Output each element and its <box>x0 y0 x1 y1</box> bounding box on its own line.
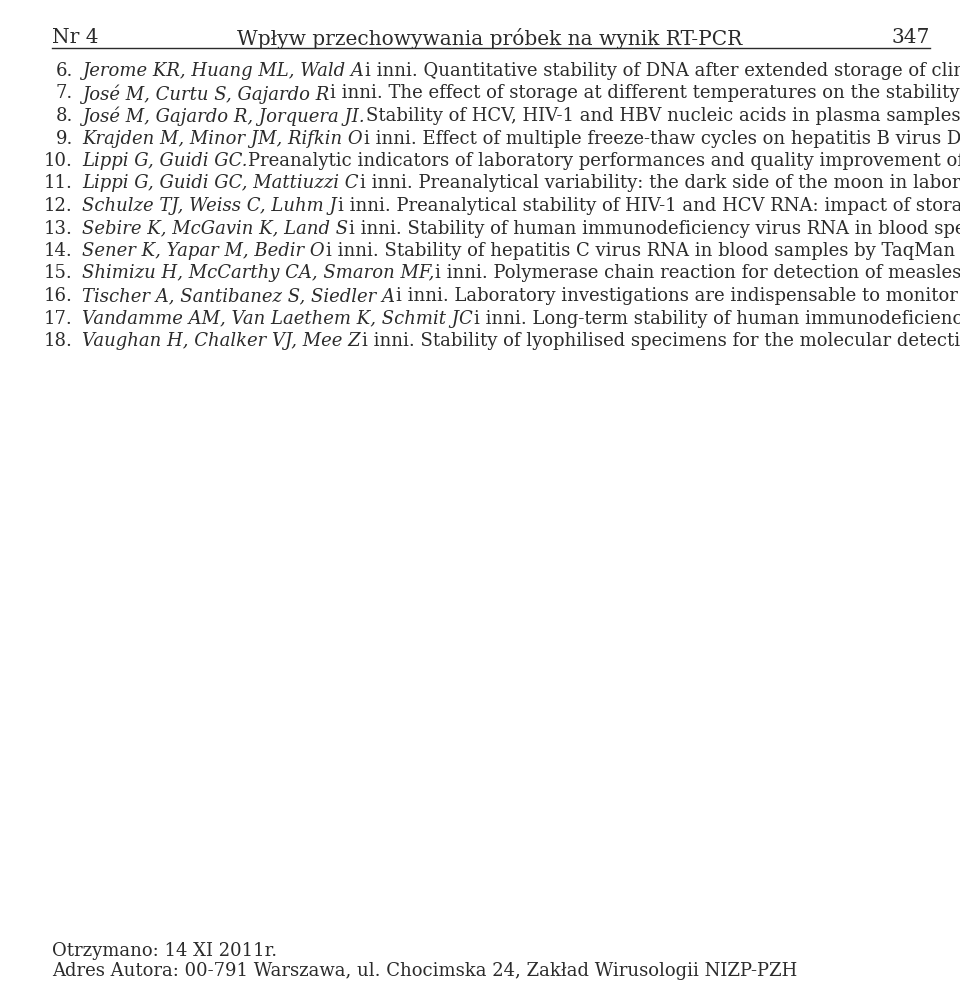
Text: Shimizu H, McCarthy CA, Smaron MF,: Shimizu H, McCarthy CA, Smaron MF, <box>82 264 434 282</box>
Text: 10.: 10. <box>44 152 73 170</box>
Text: Otrzymano: 14 XI 2011r.: Otrzymano: 14 XI 2011r. <box>52 942 277 960</box>
Text: 17.: 17. <box>44 310 73 328</box>
Text: Preanalytic indicators of laboratory performances and quality improvement of lab: Preanalytic indicators of laboratory per… <box>249 152 960 170</box>
Text: 18.: 18. <box>44 332 73 350</box>
Text: Adres Autora: 00-791 Warszawa, ul. Chocimska 24, Zakład Wirusologii NIZP-PZH: Adres Autora: 00-791 Warszawa, ul. Choci… <box>52 962 797 980</box>
Text: i inni. Quantitative stability of DNA after extended storage of clinical specime: i inni. Quantitative stability of DNA af… <box>365 62 960 80</box>
Text: 14.: 14. <box>44 242 73 260</box>
Text: Sebire K, McGavin K, Land S: Sebire K, McGavin K, Land S <box>82 220 348 238</box>
Text: Nr 4: Nr 4 <box>52 28 99 47</box>
Text: 9.: 9. <box>56 130 73 148</box>
Text: i inni. Preanalytical variability: the dark side of the moon in laboratory testi: i inni. Preanalytical variability: the d… <box>359 174 960 192</box>
Text: i inni. The effect of storage at different temperatures on the stability of Hepa: i inni. The effect of storage at differe… <box>330 84 960 103</box>
Text: Lippi G, Guidi GC, Mattiuzzi C: Lippi G, Guidi GC, Mattiuzzi C <box>82 174 358 192</box>
Text: i inni. Effect of multiple freeze-thaw cycles on hepatitis B virus DNA and hepat: i inni. Effect of multiple freeze-thaw c… <box>364 130 960 148</box>
Text: 16.: 16. <box>44 287 73 305</box>
Text: i inni. Preanalytical stability of HIV-1 and HCV RNA: impact of storage and plas: i inni. Preanalytical stability of HIV-1… <box>338 197 960 215</box>
Text: i inni. Stability of human immunodeficiency virus RNA in blood specimens as meas: i inni. Stability of human immunodeficie… <box>349 220 960 238</box>
Text: 7.: 7. <box>56 84 73 103</box>
Text: Vaughan H, Chalker VJ, Mee Z: Vaughan H, Chalker VJ, Mee Z <box>82 332 361 350</box>
Text: José M, Gajardo R, Jorquera JI.: José M, Gajardo R, Jorquera JI. <box>82 107 365 127</box>
Text: Jerome KR, Huang ML, Wald A: Jerome KR, Huang ML, Wald A <box>82 62 364 80</box>
Text: i inni. Stability of lyophilised specimens for the molecular detection of viral : i inni. Stability of lyophilised specime… <box>362 332 960 350</box>
Text: Sener K, Yapar M, Bedir O: Sener K, Yapar M, Bedir O <box>82 242 324 260</box>
Text: 11.: 11. <box>44 174 73 192</box>
Text: José M, Curtu S, Gajardo R: José M, Curtu S, Gajardo R <box>82 84 329 104</box>
Text: Lippi G, Guidi GC.: Lippi G, Guidi GC. <box>82 152 248 170</box>
Text: 6.: 6. <box>56 62 73 80</box>
Text: Tischer A, Santibanez S, Siedler A: Tischer A, Santibanez S, Siedler A <box>82 287 395 305</box>
Text: i inni. Laboratory investigations are indispensable to monitor the progress of m: i inni. Laboratory investigations are in… <box>396 287 960 305</box>
Text: 8.: 8. <box>56 107 73 125</box>
Text: 12.: 12. <box>44 197 73 215</box>
Text: Wpływ przechowywania próbek na wynik RT-PCR: Wpływ przechowywania próbek na wynik RT-… <box>237 28 743 49</box>
Text: i inni. Stability of hepatitis C virus RNA in blood samples by TaqMan real-time : i inni. Stability of hepatitis C virus R… <box>325 242 960 260</box>
Text: 347: 347 <box>892 28 930 47</box>
Text: Krajden M, Minor JM, Rifkin O: Krajden M, Minor JM, Rifkin O <box>82 130 363 148</box>
Text: i inni. Polymerase chain reaction for detection of measles virus in clinical sam: i inni. Polymerase chain reaction for de… <box>436 264 960 282</box>
Text: Schulze TJ, Weiss C, Luhm J: Schulze TJ, Weiss C, Luhm J <box>82 197 337 215</box>
Text: 15.: 15. <box>44 264 73 282</box>
Text: Stability of HCV, HIV-1 and HBV nucleic acids in plasma samples under long-term : Stability of HCV, HIV-1 and HBV nucleic … <box>366 107 960 125</box>
Text: i inni. Long-term stability of human immunodeficiency virus viral load and infec: i inni. Long-term stability of human imm… <box>473 310 960 328</box>
Text: 13.: 13. <box>44 220 73 238</box>
Text: Vandamme AM, Van Laethem K, Schmit JC: Vandamme AM, Van Laethem K, Schmit JC <box>82 310 472 328</box>
